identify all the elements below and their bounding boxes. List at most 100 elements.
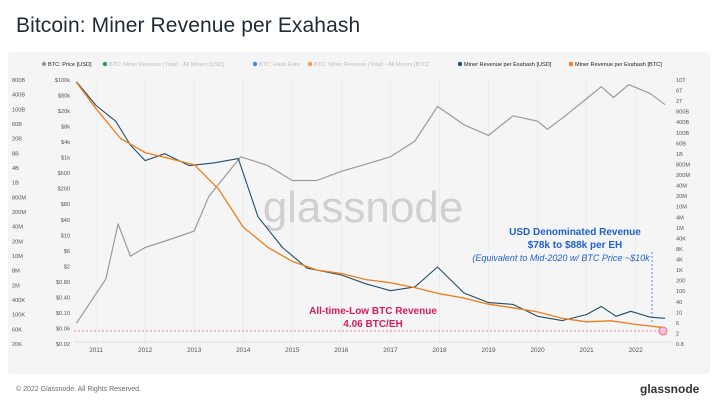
legend-item-1[interactable]: BTC: Price [USD] bbox=[41, 61, 92, 68]
x-tick-label: 2022 bbox=[629, 347, 644, 354]
y-tick-outer: 20M bbox=[12, 239, 23, 245]
y-tick-outer: 8M bbox=[12, 269, 20, 275]
legend-swatch bbox=[307, 61, 313, 67]
y-axis-left-outer: 800B 400B 100B 60B 20B 8B 4B 1B 800M 200M 40M 20M 10… bbox=[12, 78, 26, 348]
y-tick-right: 1B bbox=[676, 152, 683, 158]
x-tick-label: 2017 bbox=[383, 347, 398, 354]
y-tick-right: 10M bbox=[676, 205, 687, 211]
legend-item-4[interactable]: BTC: Miner Revenue (Total) - All Miners … bbox=[307, 61, 429, 68]
y-tick-outer: 1B bbox=[12, 181, 19, 187]
legend-item-6[interactable]: Miner Revenue per Exahash [BTC] bbox=[568, 61, 662, 68]
y-axis-right: 10T 6T 2T 800B 400B 100B 60B 1B 800M 200M 40M 20M 10… bbox=[676, 78, 690, 348]
x-tick-label: 2012 bbox=[138, 347, 153, 354]
y-tick-right: 2T bbox=[676, 99, 683, 105]
y-tick-outer: 100B bbox=[12, 107, 25, 113]
y-tick-right: 10T bbox=[676, 78, 686, 84]
legend-item-3[interactable]: BTC: Hash Rate bbox=[252, 61, 300, 68]
y-tick-inner: $8k bbox=[61, 125, 70, 131]
y-tick-inner: $80 bbox=[61, 202, 70, 208]
usd-annotation-line1: USD Denominated Revenue bbox=[509, 227, 641, 238]
legend-label: BTC: Price [USD] bbox=[48, 62, 92, 68]
legend-item-2[interactable]: BTC: Miner Revenue (Total) - All Miners … bbox=[102, 61, 225, 68]
y-tick-outer: 40M bbox=[12, 225, 23, 231]
y-tick-inner: $4k bbox=[61, 140, 70, 146]
legend-swatch bbox=[457, 61, 463, 67]
y-tick-inner: $2 bbox=[64, 264, 70, 270]
y-tick-outer: 400K bbox=[12, 298, 25, 304]
legend-label: BTC: Miner Revenue (Total) - All Miners … bbox=[314, 62, 429, 68]
y-tick-right: 1M bbox=[676, 226, 684, 232]
x-tick-label: 2011 bbox=[89, 347, 103, 354]
y-tick-right: 20M bbox=[676, 194, 687, 200]
grid bbox=[74, 78, 671, 343]
y-tick-inner: $0.80 bbox=[56, 280, 70, 286]
y-tick-right: 6T bbox=[676, 89, 683, 95]
y-tick-outer: 10M bbox=[12, 254, 23, 260]
y-tick-inner: $6 bbox=[64, 249, 70, 255]
annotations: USD Denominated Revenue $78k to $88k per… bbox=[74, 227, 668, 336]
legend-swatch bbox=[252, 61, 258, 67]
btc-annotation-line2: 4.06 BTC/EH bbox=[343, 319, 402, 330]
y-tick-right: 200 bbox=[676, 279, 685, 285]
y-tick-inner: $600 bbox=[58, 171, 70, 177]
watermark: glassnode bbox=[263, 183, 464, 232]
x-tick-label: 2016 bbox=[334, 347, 349, 354]
chart-svg: BTC: Price [USD] BTC: Miner Revenue (Tota… bbox=[12, 61, 690, 354]
y-tick-inner: $100k bbox=[55, 78, 70, 84]
legend-label: Miner Revenue per Exahash [BTC] bbox=[575, 62, 662, 68]
y-tick-inner: $10 bbox=[61, 233, 70, 239]
y-tick-outer: 200M bbox=[12, 210, 26, 216]
y-tick-inner: $20k bbox=[58, 109, 70, 115]
y-tick-inner: $0.10 bbox=[56, 311, 70, 317]
legend-swatch bbox=[568, 61, 574, 67]
legend-label: Miner Revenue per Exahash [USD] bbox=[464, 62, 552, 68]
x-tick-label: 2014 bbox=[236, 347, 251, 354]
y-tick-right: 100 bbox=[676, 289, 685, 295]
revenue-per-eh-usd-line bbox=[76, 81, 666, 322]
legend[interactable]: BTC: Price [USD] BTC: Miner Revenue (Tota… bbox=[41, 61, 662, 68]
usd-annotation-line3: (Equivalent to Mid-2020 w/ BTC Price ~$1… bbox=[472, 253, 650, 263]
page-title: Bitcoin: Miner Revenue per Exahash bbox=[16, 14, 361, 37]
y-tick-right: 800M bbox=[676, 162, 690, 168]
brand-logo: glassnode bbox=[640, 382, 700, 396]
y-tick-inner: $0.02 bbox=[56, 342, 70, 348]
y-tick-outer: 800M bbox=[12, 195, 26, 201]
y-tick-right: 4K bbox=[676, 258, 683, 264]
y-tick-right: 800B bbox=[676, 110, 689, 116]
legend-item-5[interactable]: Miner Revenue per Exahash [USD] bbox=[457, 61, 552, 68]
y-tick-inner: $0.40 bbox=[56, 295, 70, 301]
y-tick-outer: 400B bbox=[12, 93, 25, 99]
y-tick-outer: 60B bbox=[12, 122, 22, 128]
y-tick-inner: $40 bbox=[61, 218, 70, 224]
legend-label: BTC: Hash Rate bbox=[259, 62, 300, 68]
y-tick-outer: 8B bbox=[12, 151, 19, 157]
legend-label: BTC: Miner Revenue (Total) - All Miners … bbox=[109, 62, 224, 68]
y-tick-right: 1K bbox=[676, 268, 683, 274]
y-tick-right: 6 bbox=[676, 321, 679, 327]
series-lines bbox=[75, 81, 666, 329]
legend-swatch bbox=[102, 61, 108, 67]
x-tick-label: 2020 bbox=[530, 347, 545, 354]
footer-copyright: © 2022 Glassnode. All Rights Reserved. bbox=[16, 386, 142, 393]
y-tick-outer: 20K bbox=[12, 342, 22, 348]
y-axis-left-inner: $100k $80k $20k $8k $4k $1k $600 $200 $80 $40 $10 $… bbox=[55, 78, 70, 348]
y-tick-right: 400B bbox=[676, 120, 689, 126]
legend-swatch bbox=[41, 61, 47, 67]
y-tick-outer: 20B bbox=[12, 137, 22, 143]
y-tick-right: 8K bbox=[676, 247, 683, 253]
btc-low-marker bbox=[658, 326, 668, 336]
x-tick-label: 2019 bbox=[481, 347, 496, 354]
btc-annotation-line1: All-time-Low BTC Revenue bbox=[309, 306, 437, 317]
y-tick-inner: $0.06 bbox=[56, 326, 70, 332]
y-tick-right: 10 bbox=[676, 310, 682, 316]
y-tick-right: 2 bbox=[676, 331, 679, 337]
y-tick-right: 40 bbox=[676, 300, 682, 306]
y-tick-right: 40K bbox=[676, 236, 686, 242]
y-tick-outer: 2M bbox=[12, 283, 20, 289]
y-tick-outer: 60K bbox=[12, 327, 22, 333]
y-tick-outer: 800B bbox=[12, 78, 25, 84]
x-tick-label: 2021 bbox=[580, 347, 595, 354]
y-tick-inner: $1k bbox=[61, 156, 70, 162]
chart-area: BTC: Price [USD] BTC: Miner Revenue (Tota… bbox=[8, 52, 710, 374]
y-tick-right: 40M bbox=[676, 184, 687, 190]
